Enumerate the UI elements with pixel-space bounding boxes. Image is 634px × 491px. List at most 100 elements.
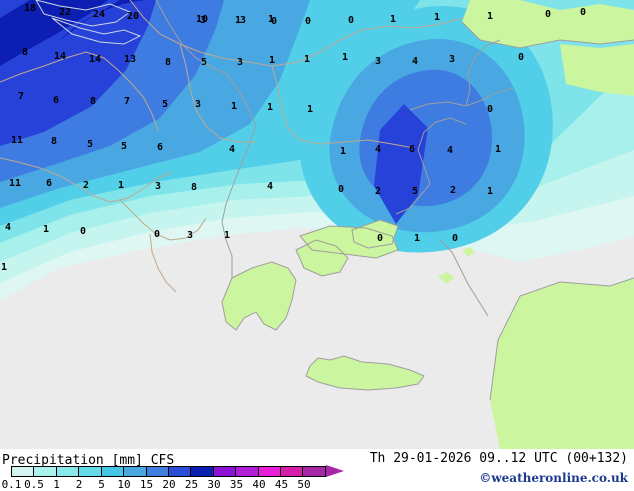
precip-value-label: 1 bbox=[223, 230, 231, 241]
colorbar-swatch-20[interactable] bbox=[168, 467, 192, 476]
colorbar-tick-1: 1 bbox=[53, 478, 60, 491]
precip-value-label: 8 bbox=[21, 47, 29, 58]
precip-value-label: 8 bbox=[50, 136, 58, 147]
precip-value-label: 4 bbox=[266, 181, 274, 192]
colorbar-swatch-25[interactable] bbox=[191, 467, 214, 476]
precip-value-label: 4 bbox=[411, 56, 419, 67]
precip-value-label: 5 bbox=[161, 99, 169, 110]
colorbar-swatch-35[interactable] bbox=[236, 467, 259, 476]
precipitation-map[interactable]: 18 22 24 20 10 3 3 1 1 0 0 0 1 1 1 0 0 8 14 14 13 8 5 3 1 1 1 3 4 3 0 7… bbox=[0, 0, 634, 449]
precip-value-label: 2 bbox=[374, 186, 382, 197]
precip-value-label: 0 bbox=[544, 9, 552, 20]
colorbar-tick-0.1: 0.1 bbox=[1, 478, 22, 491]
colorbar-tick-35: 35 bbox=[229, 478, 244, 491]
coast-balkan bbox=[155, 0, 257, 127]
coast-italy2 bbox=[51, 17, 142, 45]
coast-turkey-west bbox=[395, 117, 467, 215]
land-crete bbox=[306, 356, 424, 390]
coast-greece-mainland bbox=[221, 261, 297, 331]
coast-bosphorus bbox=[465, 39, 501, 107]
precip-value-label: 2 bbox=[82, 180, 90, 191]
precip-value-label: 2 bbox=[449, 185, 457, 196]
colorbar-swatch-0.1[interactable] bbox=[12, 467, 35, 476]
precip-value-label: 1 bbox=[389, 14, 397, 25]
precip-value-label: 1 bbox=[433, 12, 441, 23]
coastline-group bbox=[0, 0, 634, 401]
model-run-timestamp: Th 29-01-2026 09..12 UTC (00+132) bbox=[369, 451, 628, 466]
precip-value-label: 1 bbox=[230, 101, 238, 112]
precip-value-label: 0 bbox=[79, 226, 87, 237]
colorbar-swatch-50[interactable] bbox=[303, 467, 325, 476]
coast-blacksea bbox=[461, 21, 634, 49]
precip-value-label: 6 bbox=[408, 144, 416, 155]
precip-value-label: 0 bbox=[337, 184, 345, 195]
precip-value-label: 11 bbox=[8, 178, 22, 189]
precip-value-label: 18 bbox=[23, 3, 37, 14]
precip-value-label: 0 bbox=[451, 233, 459, 244]
precip-value-label: 3 bbox=[374, 56, 382, 67]
colorbar-swatch-15[interactable] bbox=[146, 467, 169, 476]
land-anatolia-mid bbox=[560, 44, 634, 96]
colorbar-swatch-5[interactable] bbox=[101, 467, 125, 476]
colorbar-swatch-1[interactable] bbox=[56, 467, 80, 476]
colorbar-tick-50: 50 bbox=[297, 478, 311, 491]
precip-value-label: 1 bbox=[267, 14, 275, 25]
precip-value-label: 1 bbox=[42, 224, 50, 235]
precip-value-label: 0 bbox=[270, 16, 278, 27]
coast-crete bbox=[305, 355, 425, 391]
colorbar-swatch-2[interactable] bbox=[79, 467, 102, 476]
colorbar-tick-25: 25 bbox=[184, 478, 199, 491]
precip-value-label: 0 bbox=[579, 7, 587, 18]
map-footer: Precipitation [mm] CFS 0.1 0.5 1 2 5 10 15 20 25… bbox=[0, 449, 634, 491]
border-bulgaria bbox=[271, 65, 415, 149]
colorbar-swatch-40[interactable] bbox=[258, 467, 282, 476]
colorbar-tick-0.5: 0.5 bbox=[24, 478, 44, 491]
precip-value-label: 11 bbox=[10, 135, 24, 146]
precip-value-label: 3 bbox=[154, 181, 162, 192]
precip-value-label: 0 bbox=[153, 229, 161, 240]
precip-value-label: 0 bbox=[304, 16, 312, 27]
coast-aegean-e bbox=[439, 239, 489, 317]
landmass-group bbox=[222, 0, 634, 449]
colorbar-swatch-10[interactable] bbox=[124, 467, 147, 476]
precip-value-label: 4 bbox=[374, 144, 382, 155]
coast-anatolia-s bbox=[489, 277, 634, 401]
precip-value-label: 3 bbox=[199, 15, 207, 26]
border-serbia bbox=[179, 43, 256, 143]
precip-value-label: 13 bbox=[123, 54, 137, 65]
precip-value-label: 1 bbox=[0, 262, 8, 273]
colorbar[interactable] bbox=[11, 466, 326, 477]
precip-value-label: 3 bbox=[186, 230, 194, 241]
legend-title: Precipitation [mm] CFS bbox=[2, 453, 175, 468]
precip-band-group bbox=[0, 0, 634, 300]
colorbar-tick-45: 45 bbox=[274, 478, 289, 491]
colorbar-tick-20: 20 bbox=[162, 478, 176, 491]
precip-value-label: 8 bbox=[190, 182, 198, 193]
precip-value-label: 0 bbox=[376, 233, 384, 244]
colorbar-swatch-45[interactable] bbox=[281, 467, 304, 476]
precip-value-label: 5 bbox=[86, 139, 94, 150]
border-it3 bbox=[119, 199, 207, 241]
colorbar-tick-40: 40 bbox=[252, 478, 266, 491]
precip-value-label: 3 bbox=[448, 54, 456, 65]
precip-value-label: 1 bbox=[306, 104, 314, 115]
colorbar-swatch-30[interactable] bbox=[213, 467, 237, 476]
coast-central-greece bbox=[299, 225, 399, 259]
precip-value-label: 3 bbox=[239, 15, 247, 26]
border-italy-coast bbox=[0, 51, 159, 131]
colorbar-swatches[interactable] bbox=[11, 466, 326, 477]
precip-value-label: 7 bbox=[123, 96, 131, 107]
precip-value-label: 20 bbox=[126, 11, 140, 22]
colorbar-tick-30: 30 bbox=[207, 478, 221, 491]
precip-value-label: 1 bbox=[234, 15, 242, 26]
precip-value-label: 1 bbox=[339, 146, 347, 157]
precip-value-label: 6 bbox=[156, 142, 164, 153]
precip-value-label: 0 bbox=[517, 52, 525, 63]
land-peloponnese bbox=[222, 262, 296, 330]
colorbar-swatch-0.5[interactable] bbox=[34, 467, 57, 476]
copyright-credit[interactable]: ©weatheronline.co.uk bbox=[479, 471, 628, 485]
precip-value-label: 1 bbox=[303, 54, 311, 65]
precip-value-label: 8 bbox=[89, 96, 97, 107]
coast-italy bbox=[35, 0, 132, 27]
